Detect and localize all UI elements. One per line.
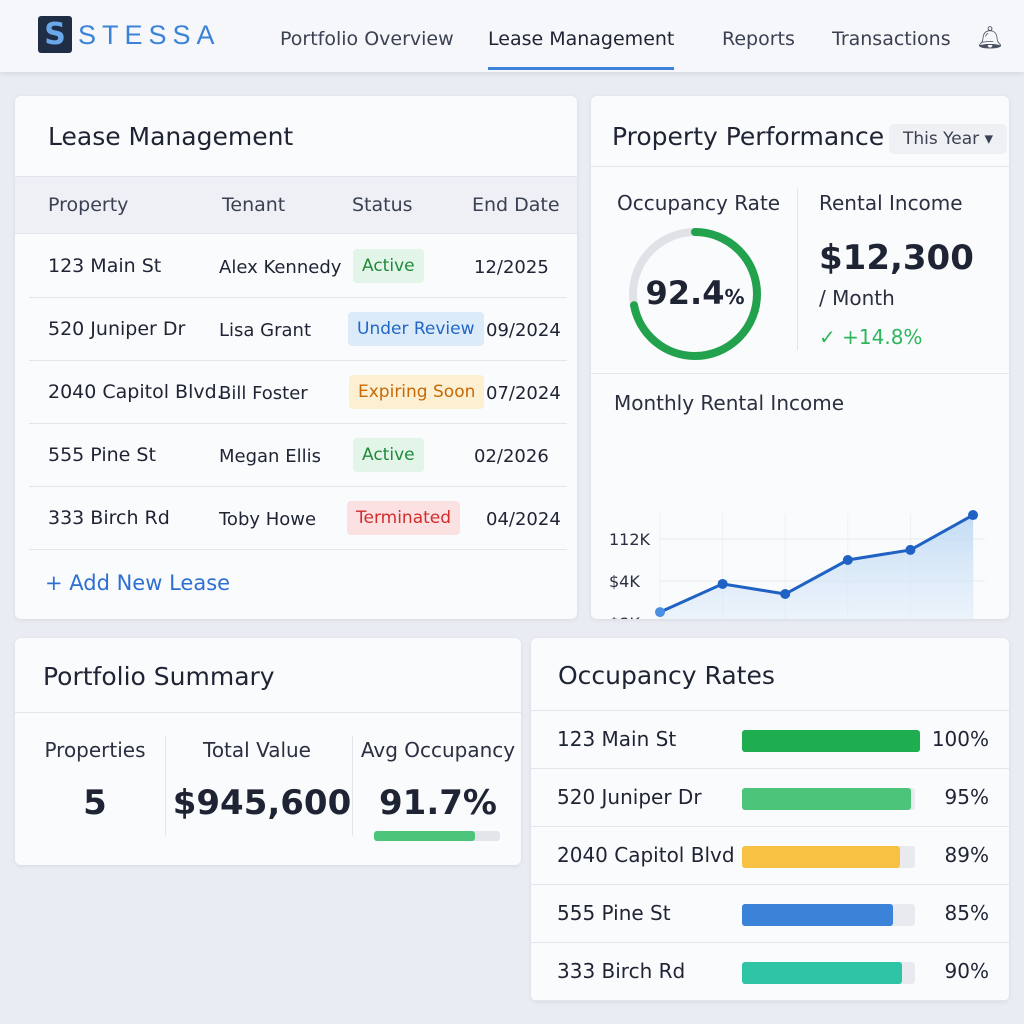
chart-title: Monthly Rental Income	[614, 391, 845, 415]
table-row[interactable]: 123 Main St Alex Kennedy Active 12/2025	[29, 235, 567, 298]
status-badge: Active	[353, 249, 424, 283]
table-row[interactable]: 2040 Capitol Blvd. Bill Foster Expiring …	[29, 361, 567, 424]
status-badge: Active	[353, 438, 424, 472]
occupancy-ring	[629, 228, 761, 360]
y-tick-label: $8K	[609, 614, 640, 619]
occupancy-percent: 85%	[944, 901, 989, 925]
occupancy-row: 123 Main St 100%	[531, 711, 1009, 769]
rental-income-value: $12,300	[819, 238, 974, 278]
stat-label-properties: Properties	[44, 738, 146, 762]
occupancy-value: 92.4	[645, 274, 725, 312]
status-badge: Under Review	[348, 312, 484, 346]
table-row[interactable]: 555 Pine St Megan Ellis Active 02/2026	[29, 424, 567, 487]
occupancy-row: 2040 Capitol Blvd 89%	[531, 827, 1009, 885]
rental-income-label: Rental Income	[819, 191, 963, 215]
cell-end-date: 07/2024	[486, 383, 561, 404]
occupancy-row: 333 Birch Rd 90%	[531, 943, 1009, 1001]
y-tick-label: 112K	[609, 530, 651, 549]
occupancy-rates-card: Occupancy Rates 123 Main St 100% 520 Juni…	[531, 638, 1009, 1001]
card-title: Occupancy Rates	[558, 661, 775, 690]
area-fill	[660, 515, 973, 619]
lease-management-card: Lease Management Property Tenant Status …	[15, 96, 577, 619]
cell-property: 123 Main St	[48, 255, 162, 277]
portfolio-summary-card: Portfolio Summary Properties 5 Total Val…	[15, 638, 521, 865]
cell-property: 520 Juniper Dr	[48, 318, 186, 340]
col-end-date[interactable]: End Date	[472, 194, 560, 216]
card-title: Portfolio Summary	[43, 662, 275, 691]
occupancy-percent: 90%	[944, 959, 989, 983]
cell-property: 333 Birch Rd	[48, 507, 170, 529]
col-tenant[interactable]: Tenant	[222, 194, 286, 216]
cell-property: 2040 Capitol Blvd.	[48, 381, 223, 403]
stat-value-properties: 5	[83, 783, 107, 823]
property-name: 333 Birch Rd	[557, 959, 686, 983]
data-point	[780, 589, 791, 600]
nav-portfolio-overview[interactable]: Portfolio Overview	[280, 28, 454, 50]
logo-icon: S	[38, 16, 72, 53]
stat-value-avg-occupancy: 91.7%	[379, 783, 497, 823]
col-status[interactable]: Status	[352, 194, 413, 216]
add-new-lease-button[interactable]: + Add New Lease	[45, 571, 231, 595]
cell-tenant: Alex Kennedy	[219, 257, 342, 278]
occupancy-bar	[742, 904, 915, 926]
stat-value-total-value: $945,600	[172, 783, 352, 823]
cell-tenant: Bill Foster	[219, 383, 308, 404]
occupancy-rate-label: Occupancy Rate	[617, 191, 781, 215]
income-unit: / Month	[819, 286, 895, 310]
stat-label-total-value: Total Value	[203, 738, 311, 762]
data-point	[717, 578, 728, 589]
occupancy-bar	[742, 730, 920, 752]
occupancy-percent: 95%	[944, 785, 989, 809]
property-name: 520 Juniper Dr	[557, 785, 702, 809]
table-row[interactable]: 520 Juniper Dr Lisa Grant Under Review 0…	[29, 298, 567, 361]
nav-lease-management[interactable]: Lease Management	[488, 28, 675, 70]
series-line	[659, 513, 974, 614]
occupancy-percent: 100%	[931, 727, 989, 751]
top-nav: S STESSA Portfolio Overview Lease Manage…	[0, 0, 1024, 72]
monthly-income-chart: $0$8K$4K112KJanFebMarAprMayJun	[609, 510, 985, 619]
data-point	[905, 544, 916, 555]
status-badge: Terminated	[347, 501, 461, 535]
nav-reports[interactable]: Reports	[722, 28, 795, 50]
avg-occupancy-bar	[374, 831, 500, 841]
period-dropdown[interactable]: This Year ▾	[889, 124, 1008, 154]
table-header	[15, 176, 577, 234]
income-change: +14.8%	[842, 325, 923, 349]
table-row[interactable]: 333 Birch Rd Toby Howe Terminated 04/202…	[29, 487, 567, 550]
occupancy-row: 520 Juniper Dr 95%	[531, 769, 1009, 827]
cell-tenant: Megan Ellis	[219, 446, 321, 467]
property-name: 123 Main St	[557, 727, 677, 751]
card-title: Lease Management	[48, 122, 294, 151]
occupancy-percent: 89%	[944, 843, 989, 867]
y-tick-label: $4K	[609, 572, 640, 591]
data-point	[655, 607, 665, 618]
cell-end-date: 04/2024	[486, 509, 561, 530]
cell-tenant: Lisa Grant	[219, 320, 312, 341]
cell-end-date: 12/2025	[474, 257, 549, 278]
cell-end-date: 02/2026	[474, 446, 549, 467]
property-name: 555 Pine St	[557, 901, 671, 925]
brand-name[interactable]: STESSA	[78, 20, 221, 50]
bell-icon[interactable]: 🔔︎	[976, 26, 1004, 51]
col-property[interactable]: Property	[48, 194, 129, 216]
occupancy-row: 555 Pine St 85%	[531, 885, 1009, 943]
data-point	[842, 555, 853, 565]
check-icon: ✓	[819, 325, 843, 349]
occupancy-bar	[742, 962, 915, 984]
nav-transactions[interactable]: Transactions	[832, 28, 951, 50]
stat-label-avg-occupancy: Avg Occupancy	[360, 738, 516, 762]
cell-tenant: Toby Howe	[219, 509, 317, 530]
cell-end-date: 09/2024	[486, 320, 561, 341]
property-name: 2040 Capitol Blvd	[557, 843, 735, 867]
occupancy-unit: %	[724, 285, 745, 309]
property-performance-card: Property Performance This Year ▾ Occupan…	[591, 96, 1009, 619]
occupancy-bar	[742, 846, 915, 868]
status-badge: Expiring Soon	[349, 375, 485, 409]
data-point	[968, 510, 978, 521]
occupancy-bar	[742, 788, 915, 810]
card-title: Property Performance	[612, 122, 885, 151]
cell-property: 555 Pine St	[48, 444, 156, 466]
